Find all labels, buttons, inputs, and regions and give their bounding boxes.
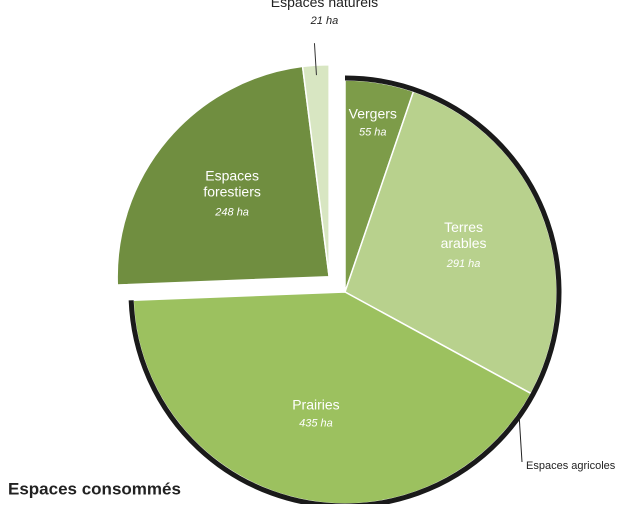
value-label: 435 ha bbox=[299, 418, 333, 430]
value-label: 55 ha bbox=[359, 127, 387, 139]
label-leader bbox=[313, 43, 317, 76]
value-label: 21 ha bbox=[310, 15, 339, 27]
value-label: 248 ha bbox=[214, 206, 249, 218]
category-label: Prairies bbox=[292, 397, 339, 413]
category-label: Espaces forestiers bbox=[203, 167, 261, 199]
annotation: Espaces agricoles bbox=[526, 460, 616, 472]
category-label: Espaces naturels bbox=[271, 0, 378, 10]
annotation-leader bbox=[518, 417, 523, 463]
value-label: 291 ha bbox=[446, 258, 481, 270]
group-outline bbox=[128, 75, 562, 509]
chart-title: Espaces consommés bbox=[8, 479, 181, 498]
pie-slice bbox=[116, 65, 330, 286]
category-label: Vergers bbox=[349, 105, 397, 121]
category-label: Terres arables bbox=[441, 219, 487, 251]
